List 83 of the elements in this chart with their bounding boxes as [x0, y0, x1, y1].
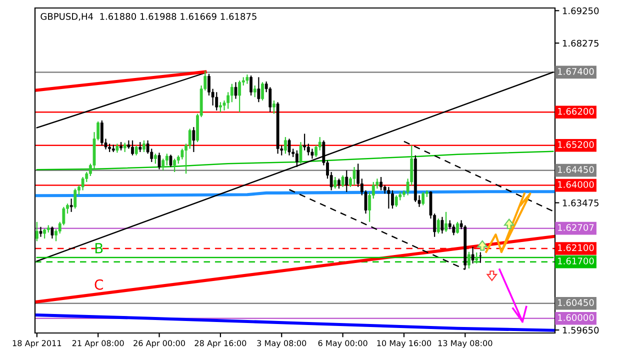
candlestick [444, 211, 448, 232]
candlestick [70, 198, 73, 212]
candlestick [230, 83, 234, 103]
x-tick-label: 13 May 08:00 [438, 340, 492, 348]
line-series [36, 150, 554, 170]
candlestick [341, 174, 344, 188]
ref-line-label: 1.61700 [558, 258, 594, 264]
candlestick [74, 188, 77, 210]
x-tick-label: 10 May 16:00 [377, 340, 432, 348]
ref-line-label: 1.67400 [558, 68, 594, 75]
candlestick [295, 150, 298, 168]
candlestick [288, 138, 291, 156]
candlestick [43, 228, 46, 240]
candlestick [345, 170, 348, 193]
candlestick [165, 153, 168, 166]
candlestick [422, 191, 425, 206]
candlestick [162, 158, 165, 171]
series-label: C [94, 279, 103, 290]
candlestick [50, 226, 54, 240]
candlestick [261, 82, 264, 102]
candlestick [352, 166, 356, 186]
candlestick [436, 218, 440, 234]
chart-title: GBPUSD,H4 1.61880 1.61988 1.61669 1.61875 [40, 13, 256, 21]
candlestick [192, 126, 196, 153]
candlestick [471, 246, 474, 264]
candlestick [387, 186, 390, 210]
candlestick [142, 140, 146, 153]
candlestick [303, 133, 306, 151]
candlestick [380, 176, 382, 191]
candlestick [478, 252, 482, 264]
x-tick-label: 21 Apr 08:00 [72, 340, 124, 348]
candlestick [131, 140, 134, 156]
candlestick [314, 144, 318, 158]
candlestick [250, 74, 252, 96]
series-label: B [95, 243, 103, 254]
candlestick [35, 221, 38, 242]
candlestick [334, 176, 337, 190]
candlestick [158, 152, 161, 170]
candlestick [440, 216, 444, 234]
x-tick-label: 28 Apr 16:00 [194, 340, 246, 348]
y-tick-label: 1.69250 [562, 7, 599, 14]
candlestick [338, 178, 340, 190]
ref-line-label: 1.62707 [558, 224, 594, 231]
x-tick-label: 3 May 08:00 [257, 340, 306, 348]
ref-line-label: 1.64000 [558, 181, 594, 188]
ref-line-label: 1.64450 [558, 166, 594, 173]
candlestick [299, 142, 302, 164]
candlestick [475, 252, 478, 264]
candlestick [391, 190, 394, 210]
ref-line-label: 1.62100 [558, 244, 594, 252]
candlestick [306, 143, 310, 156]
candlestick [215, 92, 218, 112]
candlestick [173, 158, 176, 173]
ref-line-label: 1.66200 [558, 108, 594, 115]
ref-line-label: 1.60450 [558, 299, 594, 306]
y-tick-label: 1.68275 [562, 40, 598, 47]
candlestick [452, 224, 456, 236]
x-tick-label: 18 Apr 2011 [12, 340, 62, 348]
candlestick [394, 194, 398, 208]
x-tick-label: 6 May 00:00 [318, 340, 368, 348]
candlestick [253, 84, 256, 98]
candlestick [218, 102, 222, 113]
candlestick [257, 76, 260, 103]
candlestick [456, 221, 459, 234]
y-tick-label: 1.63475 [562, 199, 598, 206]
candlestick [284, 136, 287, 154]
y-tick-label: 1.59650 [562, 326, 599, 334]
candlestick [100, 120, 104, 146]
candlestick [468, 251, 470, 270]
candlestick [234, 82, 238, 100]
candlestick [134, 144, 138, 156]
candlestick [138, 142, 142, 153]
candlestick [272, 100, 276, 114]
candlestick [246, 74, 249, 84]
candlestick [154, 153, 157, 164]
candlestick [169, 154, 172, 168]
ref-line-label: 1.65200 [558, 141, 594, 148]
candlestick [188, 128, 192, 150]
candlestick [238, 80, 242, 113]
x-tick-label: 26 Apr 00:00 [134, 340, 185, 348]
candlestick [39, 226, 42, 238]
ref-line-label: 1.60000 [558, 314, 594, 321]
candlestick [123, 142, 126, 153]
